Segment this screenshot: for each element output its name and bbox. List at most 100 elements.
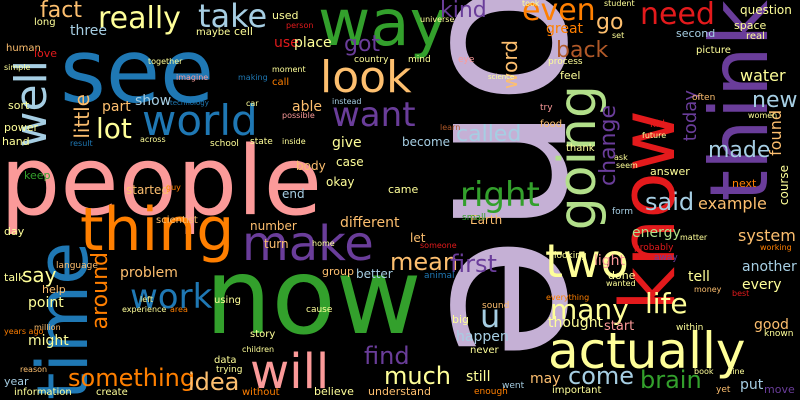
word-something: something bbox=[68, 364, 196, 392]
word-never: never bbox=[470, 345, 499, 356]
word-kid: kid bbox=[650, 119, 665, 130]
word-away: away bbox=[654, 253, 678, 263]
word-question: question bbox=[740, 3, 792, 17]
word-place: place bbox=[294, 35, 332, 51]
word-light: light bbox=[594, 253, 626, 269]
word-tell: tell bbox=[688, 269, 710, 285]
word-said: said bbox=[645, 188, 695, 216]
word-technology: technology bbox=[170, 99, 209, 107]
word-let: let bbox=[410, 231, 426, 245]
word-kind: kind bbox=[440, 0, 487, 23]
word-went: went bbox=[502, 381, 525, 391]
word-state: state bbox=[250, 137, 273, 147]
word-person: person bbox=[286, 21, 314, 30]
word-women: women bbox=[748, 111, 778, 120]
word-together: together bbox=[148, 57, 183, 66]
word-put: put bbox=[740, 377, 764, 393]
word-made: made bbox=[708, 138, 771, 163]
word-data: data bbox=[214, 355, 237, 366]
word-process: process bbox=[548, 57, 583, 67]
word-came: came bbox=[388, 183, 419, 196]
word-cause: cause bbox=[306, 305, 333, 315]
word-possible: possible bbox=[282, 111, 315, 120]
word-change: change bbox=[596, 105, 621, 186]
word-find: find bbox=[364, 342, 410, 370]
word-lot: lot bbox=[96, 112, 132, 145]
word-matter: matter bbox=[680, 233, 708, 242]
word-system: system bbox=[738, 226, 796, 245]
word-Earth: Earth bbox=[470, 213, 503, 227]
word-wanted: wanted bbox=[606, 279, 636, 288]
word-story: story bbox=[250, 329, 276, 340]
word-people: people bbox=[0, 127, 323, 237]
word-imagine: imagine bbox=[176, 73, 209, 82]
word-probably: probably bbox=[634, 243, 674, 253]
word-second: second bbox=[676, 27, 716, 40]
word-show: show bbox=[135, 93, 172, 109]
word-look: look bbox=[320, 52, 412, 103]
word-small: small bbox=[462, 213, 486, 223]
word-yet: yet bbox=[716, 385, 731, 395]
word-thing: thing bbox=[80, 195, 235, 265]
word-need: need bbox=[640, 0, 715, 32]
word-power: power bbox=[4, 121, 38, 134]
word-universe: universe bbox=[420, 15, 455, 24]
word-point: point bbox=[28, 295, 64, 311]
word-often: often bbox=[692, 93, 716, 103]
word-eye: eye bbox=[458, 55, 475, 65]
word-used: used bbox=[272, 9, 299, 22]
word-country: country bbox=[354, 55, 389, 65]
word-body: body bbox=[296, 159, 326, 173]
word-end: end bbox=[282, 187, 305, 201]
word-three: three bbox=[70, 23, 108, 39]
word-many: many bbox=[550, 293, 629, 326]
word-form: form bbox=[612, 207, 633, 217]
word-took: took bbox=[522, 0, 540, 8]
word-known: known bbox=[764, 329, 794, 339]
word-without: without bbox=[242, 387, 280, 398]
word-different: different bbox=[340, 215, 400, 231]
word-result: result bbox=[70, 139, 93, 148]
word-now: now bbox=[205, 236, 422, 358]
word-great: great bbox=[546, 21, 584, 37]
word-mean: mean bbox=[390, 248, 459, 276]
word-understand: understand bbox=[368, 385, 431, 398]
word-happen: happen bbox=[456, 329, 509, 345]
word-brain: brain bbox=[640, 366, 702, 394]
word-best: best bbox=[732, 289, 750, 298]
word-water: water bbox=[740, 66, 786, 85]
word-make: make bbox=[242, 216, 374, 272]
word-thought: thought bbox=[548, 315, 604, 331]
word-give: give bbox=[332, 135, 362, 151]
word-help: help bbox=[42, 283, 66, 296]
word-believe: believe bbox=[314, 385, 354, 398]
word-will: will bbox=[250, 344, 330, 400]
word-learn: learn bbox=[440, 123, 461, 132]
word-long: long bbox=[34, 17, 56, 28]
word-future: future bbox=[642, 131, 667, 140]
word-talk: talk bbox=[4, 271, 25, 284]
word-home: home bbox=[312, 239, 335, 248]
word-looking: looking bbox=[554, 251, 587, 261]
word-go: go bbox=[596, 10, 624, 35]
word-part: part bbox=[102, 99, 131, 115]
word-create: create bbox=[96, 387, 128, 398]
word-working: working bbox=[760, 243, 792, 252]
word-space: space bbox=[734, 19, 767, 32]
word-right: right bbox=[460, 175, 540, 215]
word-hand: hand bbox=[2, 135, 30, 148]
word-answer: answer bbox=[650, 165, 690, 178]
word-keep: keep bbox=[24, 169, 51, 182]
word-someone: someone bbox=[420, 241, 457, 250]
word-much: much bbox=[384, 362, 451, 390]
word-simple: simple bbox=[4, 63, 31, 72]
word-turn: turn bbox=[264, 237, 289, 251]
word-school: school bbox=[210, 139, 239, 149]
word-group: group bbox=[322, 265, 354, 278]
word-back: back bbox=[556, 38, 609, 63]
word-called: called bbox=[456, 122, 522, 147]
word-enough: enough bbox=[474, 387, 508, 397]
word-across: across bbox=[140, 135, 166, 144]
word-done: done bbox=[608, 269, 636, 282]
